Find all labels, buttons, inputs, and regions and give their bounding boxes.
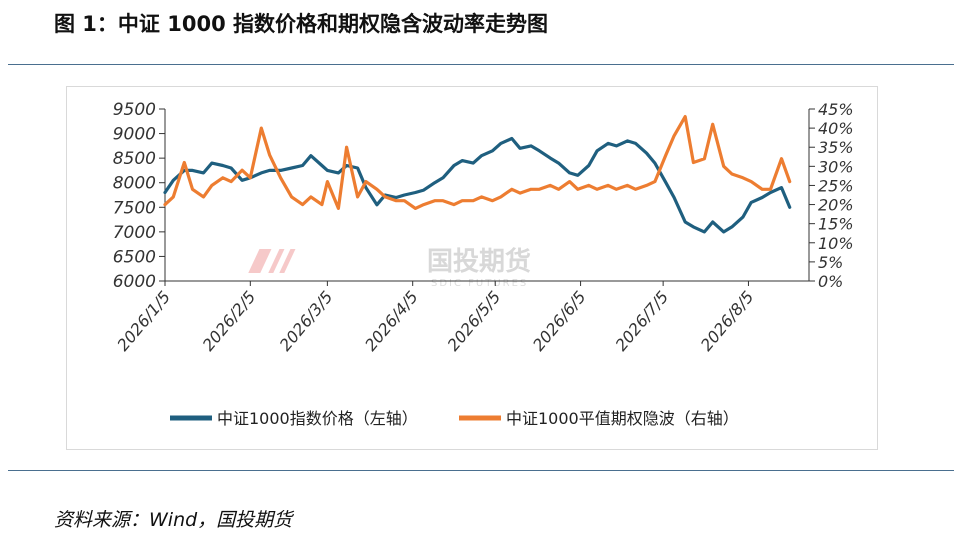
x-tick-label: 2026/4/5 [361,287,422,354]
chart-frame: 国投期货 SDIC FUTURES 6000 6500 7000 7500 8000 85… [66,86,878,450]
legend-label-iv: 中证1000平值期权隐波（右轴） [506,409,739,428]
line-chart: 国投期货 SDIC FUTURES 6000 6500 7000 7500 8000 85… [113,100,854,428]
watermark-text: 国投期货 [427,246,531,277]
right-tick-label: 35% [818,138,854,157]
left-tick-label: 7000 [113,223,156,243]
series-lines [163,115,792,234]
left-tick-label: 8000 [113,174,156,194]
bottom-rule [8,470,954,471]
x-tick-label: 2026/7/5 [611,287,672,354]
right-tick-label: 10% [818,234,854,253]
watermark-subtext: SDIC FUTURES [431,278,528,289]
figure-title: 图 1：中证 1000 指数价格和期权隐含波动率走势图 [54,12,548,36]
right-tick-label: 5% [818,253,843,272]
x-tick-label: 2026/2/5 [199,287,260,354]
right-tick-label: 0% [818,272,843,291]
source-note: 资料来源：Wind，国投期货 [54,509,293,531]
legend: 中证1000指数价格（左轴） 中证1000平值期权隐波（右轴） [170,409,739,428]
price-series-line [163,136,792,234]
right-tick-label: 25% [818,176,854,195]
left-tick-label: 6500 [113,247,156,267]
right-tick-label: 15% [818,215,854,234]
watermark: 国投期货 SDIC FUTURES [248,246,531,289]
watermark-logo [248,247,296,275]
x-tick-label: 2026/5/5 [444,287,505,354]
left-tick-label: 7500 [113,198,156,218]
x-tick-label: 2026/6/5 [529,287,590,354]
right-tick-label: 45% [818,100,854,119]
x-tick-label: 2026/3/5 [276,287,337,354]
axes: 6000 6500 7000 7500 8000 8500 9000 9500 0%5%10%1… [113,100,854,355]
left-tick-label: 6000 [113,272,156,292]
iv-series-line [163,115,792,211]
x-tick-label: 2026/8/5 [697,287,758,354]
left-tick-label: 9000 [113,125,156,145]
left-tick-label: 9500 [113,100,156,120]
left-tick-label: 8500 [113,149,156,169]
right-tick-label: 30% [818,157,854,176]
right-tick-label: 20% [818,196,854,215]
top-rule [8,64,954,65]
right-tick-label: 40% [818,119,854,138]
legend-label-price: 中证1000指数价格（左轴） [217,409,418,428]
x-tick-label: 2026/1/5 [113,287,174,354]
